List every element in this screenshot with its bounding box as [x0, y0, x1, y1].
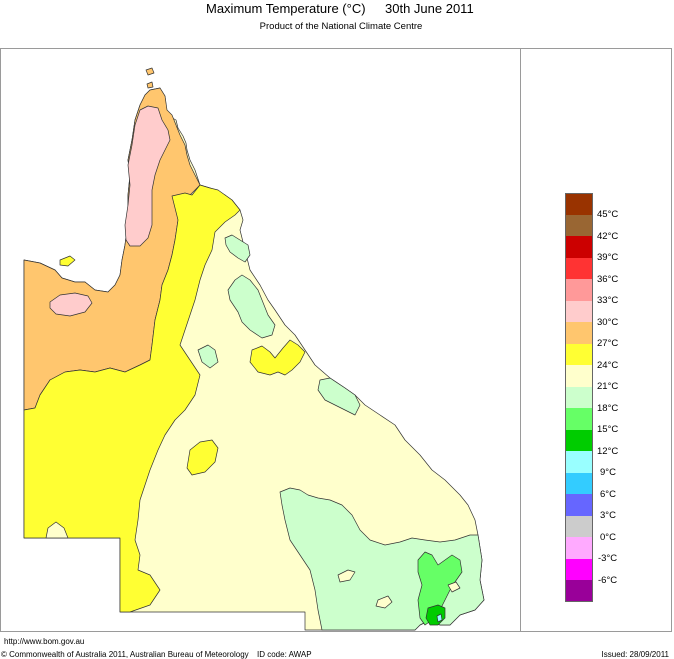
- legend-swatch: [565, 365, 593, 387]
- legend-label: 33°C: [597, 295, 619, 306]
- legend-swatch: [565, 537, 593, 559]
- legend-label: 45°C: [597, 209, 619, 220]
- legend-label: 39°C: [597, 252, 619, 263]
- map-subtitle: Product of the National Climate Centre: [259, 21, 423, 32]
- zone-15-18: [417, 551, 463, 626]
- zone-18-21-north: [224, 234, 251, 263]
- zone-21-24-island-3: [447, 581, 461, 593]
- legend-label: 21°C: [597, 381, 619, 392]
- legend-swatch: [565, 236, 593, 258]
- legend-swatch: [565, 214, 593, 236]
- zone-18-21-coastal: [317, 377, 361, 416]
- legend-swatch: [565, 322, 593, 344]
- legend-swatch: [565, 515, 593, 537]
- legend-label: 27°C: [597, 338, 619, 349]
- legend-label: 30°C: [597, 316, 619, 328]
- legend-label: 36°C: [597, 273, 619, 285]
- legend-swatch: [565, 193, 593, 215]
- panel-divider: [520, 48, 521, 632]
- map-date: 30th June 2011: [385, 1, 474, 16]
- zone-24-27: [23, 184, 241, 613]
- legend-label: -3°C: [598, 553, 618, 564]
- zone-21-24-sw: [45, 521, 69, 539]
- temperature-map: [23, 67, 485, 631]
- legend-label: 42°C: [597, 230, 619, 242]
- legend-swatch: [565, 429, 593, 451]
- legend-label: 18°C: [597, 402, 619, 414]
- legend-swatch: [565, 257, 593, 279]
- legend-swatch: [565, 408, 593, 430]
- island-3: [59, 255, 76, 267]
- zone-9-12: [436, 613, 443, 623]
- zone-21-24-island-2: [375, 595, 393, 609]
- legend-label: 15°C: [597, 424, 619, 435]
- legend-swatch: [565, 580, 593, 602]
- zone-30-33-west: [49, 292, 93, 317]
- legend-swatch: [565, 279, 593, 301]
- legend-label: 6°C: [600, 488, 616, 500]
- copyright-notice: © Commonwealth of Australia 2011, Austra…: [1, 650, 249, 659]
- legend-swatch: [565, 558, 593, 580]
- legend-swatch: [565, 386, 593, 408]
- zone-18-21-small: [197, 344, 219, 369]
- map-frame: [0, 48, 672, 632]
- legend-label: 12°C: [597, 445, 619, 457]
- issued-date: Issued: 28/09/2011: [601, 650, 669, 659]
- legend-swatch: [565, 451, 593, 473]
- legend-swatch: [565, 343, 593, 365]
- id-code: ID code: AWAP: [257, 650, 312, 659]
- island-1: [145, 67, 155, 76]
- legend-label: 24°C: [597, 359, 619, 371]
- zone-30-33-cape: [124, 105, 171, 247]
- bom-url-link[interactable]: http://www.bom.gov.au: [4, 637, 85, 646]
- legend-swatch: [565, 494, 593, 516]
- legend-label: 9°C: [600, 467, 616, 478]
- zone-24-27-patch: [186, 439, 219, 476]
- zone-24-27-coast: [249, 339, 306, 376]
- island-2: [146, 81, 154, 89]
- header: Maximum Temperature (°C) 30th June 2011: [0, 0, 674, 22]
- map-title: Maximum Temperature (°C): [206, 1, 366, 16]
- legend-label: 3°C: [600, 510, 616, 521]
- zone-21-24-island-1: [337, 569, 356, 583]
- legend-label: 0°C: [600, 531, 616, 543]
- legend-swatch: [565, 300, 593, 322]
- zone-18-21-mid: [227, 274, 276, 339]
- legend-swatch: [565, 472, 593, 494]
- legend-label: -6°C: [598, 574, 618, 586]
